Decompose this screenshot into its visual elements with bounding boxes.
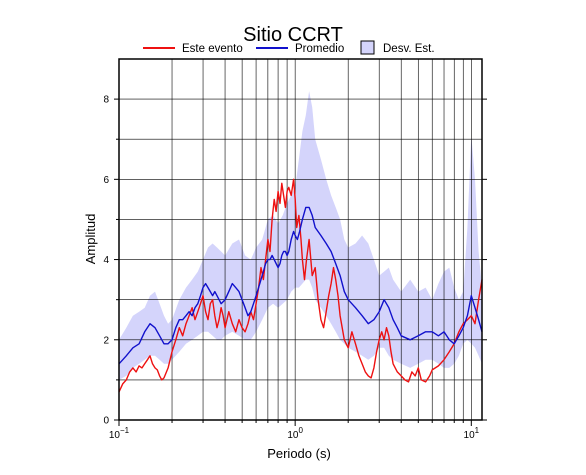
x-tick-label: 100 [287, 426, 303, 441]
y-tick-label: 4 [103, 255, 109, 266]
x-tick-label: 101 [464, 426, 480, 441]
legend-item-desv-est-: Desv. Est. [360, 40, 435, 55]
y-tick-label: 0 [103, 416, 109, 427]
plot-area: 0 2 4 6 8 10−1 100 101 [103, 58, 487, 441]
chart-legend: Este evento Promedio Desv. Est. [143, 40, 435, 55]
x-tick-label: 10−1 [109, 426, 130, 441]
x-axis-label: Periodo (s) [267, 446, 331, 461]
y-tick-label: 8 [103, 95, 109, 106]
legend-item-promedio: Promedio [256, 43, 344, 55]
y-tick-label: 6 [103, 175, 109, 186]
legend-label: Desv. Est. [383, 43, 435, 55]
y-axis-label: Amplitud [83, 214, 98, 265]
legend-item-este-evento: Este evento [143, 43, 243, 55]
legend-swatch [360, 40, 375, 55]
legend-label: Este evento [182, 43, 243, 55]
series-line-promedio [118, 206, 483, 365]
legend-label: Promedio [295, 43, 344, 55]
y-tick-label: 2 [103, 335, 109, 346]
axis-ticks: 0 2 4 6 8 10−1 100 101 [103, 95, 487, 441]
plot-frame [118, 58, 483, 421]
series-line-este-evento [118, 178, 483, 393]
chart-title: Sitio CCRT [243, 24, 343, 46]
